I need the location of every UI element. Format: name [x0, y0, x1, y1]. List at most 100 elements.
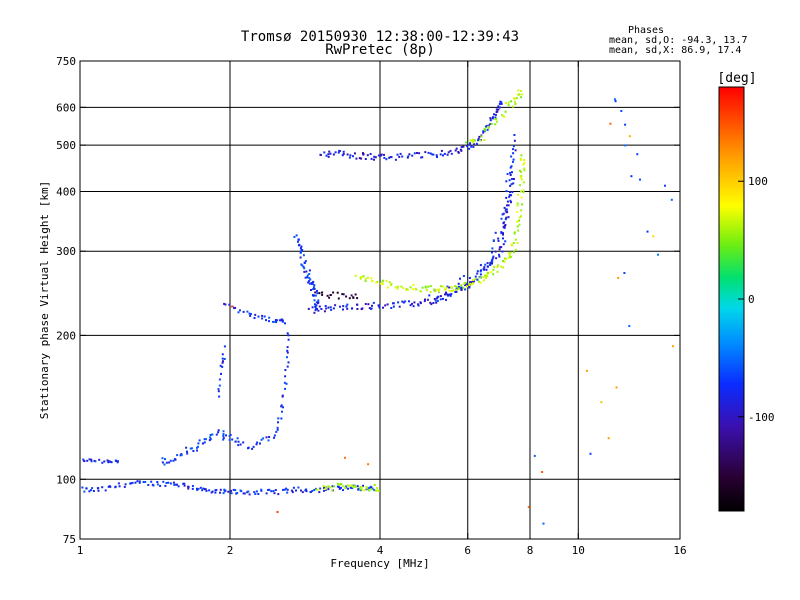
- data-point: [103, 460, 106, 463]
- data-point: [487, 271, 490, 274]
- data-point: [303, 261, 306, 264]
- data-point: [502, 266, 505, 269]
- data-point: [342, 293, 345, 296]
- data-point: [130, 482, 133, 485]
- data-point: [317, 309, 320, 312]
- data-point: [516, 93, 519, 96]
- data-point: [519, 158, 522, 161]
- data-point: [248, 312, 251, 315]
- x-axis-ticks: 1 2 4 6 8 10 16: [77, 61, 687, 557]
- data-point: [131, 481, 134, 484]
- data-point: [276, 428, 279, 431]
- data-point: [337, 151, 340, 154]
- data-point: [439, 295, 442, 298]
- data-point: [104, 489, 107, 492]
- data-point: [482, 131, 485, 134]
- data-point: [356, 303, 358, 306]
- data-point: [509, 199, 512, 202]
- colorbar-label: [deg]: [717, 71, 756, 86]
- x-axis-label: Frequency [MHz]: [330, 557, 429, 570]
- colorbar: [deg] 100 0 -100: [717, 71, 775, 512]
- data-point: [198, 439, 201, 442]
- trace-14: [314, 291, 359, 300]
- data-point: [374, 156, 377, 159]
- colorbar-ticks: 100 0 -100: [738, 175, 775, 424]
- data-point: [273, 492, 276, 495]
- data-point: [359, 486, 362, 489]
- data-point: [348, 484, 351, 487]
- y-tick-label: 300: [56, 245, 76, 258]
- data-point: [516, 220, 518, 223]
- data-point: [390, 307, 393, 309]
- data-point: [367, 303, 370, 306]
- data-point: [349, 154, 352, 157]
- data-point: [231, 438, 234, 441]
- data-point: [533, 454, 536, 457]
- data-point: [265, 492, 268, 495]
- data-point: [290, 489, 293, 492]
- data-point: [301, 264, 304, 267]
- data-point: [329, 306, 332, 309]
- data-point: [285, 382, 288, 385]
- data-point: [299, 256, 302, 259]
- data-point: [509, 184, 512, 187]
- data-point: [371, 280, 374, 283]
- data-point: [624, 144, 627, 147]
- data-point: [255, 490, 258, 493]
- data-point: [514, 149, 517, 152]
- data-point: [435, 154, 438, 157]
- data-point: [519, 157, 522, 160]
- data-point: [520, 190, 522, 193]
- data-point: [370, 277, 373, 280]
- plot-area: 1 2 4 6 8 10 16 75 100 200 300 400 500 600 750: [56, 55, 687, 557]
- data-point: [483, 139, 486, 142]
- data-point: [411, 288, 414, 291]
- trace-16: [585, 135, 674, 440]
- data-point: [382, 306, 384, 309]
- data-point: [498, 246, 501, 249]
- data-point: [189, 447, 192, 450]
- data-point: [109, 485, 112, 488]
- data-point: [498, 248, 501, 251]
- data-point: [367, 276, 370, 279]
- data-point: [482, 279, 485, 282]
- data-point: [305, 490, 308, 493]
- data-point: [512, 242, 515, 244]
- data-point: [413, 152, 416, 155]
- data-point: [409, 286, 412, 289]
- data-point: [242, 492, 245, 495]
- data-point: [446, 153, 449, 156]
- data-point: [332, 153, 335, 156]
- data-point: [254, 313, 257, 316]
- data-point: [318, 491, 321, 494]
- data-point: [448, 289, 451, 292]
- data-point: [460, 286, 463, 289]
- data-point: [414, 287, 417, 290]
- data-point: [204, 438, 207, 441]
- data-point: [314, 303, 316, 306]
- data-point: [483, 128, 486, 131]
- data-point: [138, 481, 141, 484]
- data-point: [639, 178, 641, 181]
- data-point: [589, 452, 592, 455]
- data-point: [220, 372, 222, 375]
- data-point: [371, 487, 374, 490]
- data-point: [249, 314, 252, 317]
- data-point: [164, 458, 166, 461]
- x-tick-label: 1: [77, 544, 84, 557]
- data-point: [90, 489, 92, 492]
- data-point: [303, 267, 306, 270]
- data-point: [308, 277, 311, 279]
- data-point: [439, 298, 442, 301]
- data-point: [310, 282, 313, 285]
- data-point: [218, 395, 221, 398]
- trace-2: [103, 459, 119, 464]
- data-point: [334, 304, 337, 307]
- data-point: [328, 150, 331, 153]
- data-point: [354, 293, 357, 296]
- data-point: [222, 360, 224, 363]
- data-point: [511, 171, 513, 174]
- data-point: [165, 482, 168, 484]
- data-point: [429, 152, 432, 155]
